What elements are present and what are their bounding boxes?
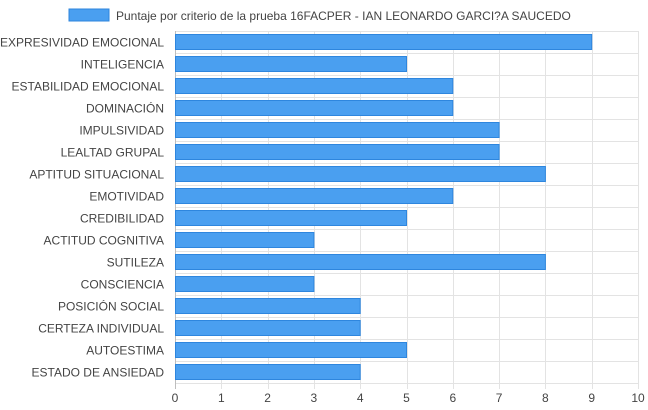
y-tick-label: LEALTAD GRUPAL	[61, 146, 165, 160]
bar	[175, 276, 315, 292]
y-tick-label: CREDIBILIDAD	[80, 212, 164, 226]
x-tick-label: 9	[588, 391, 595, 405]
bar	[175, 122, 500, 138]
y-tick-label: ESTABILIDAD EMOCIONAL	[12, 80, 165, 94]
bar	[175, 254, 546, 270]
y-tick-label: POSICIÓN SOCIAL	[58, 299, 164, 314]
y-tick-label: CONSCIENCIA	[81, 278, 164, 292]
bar	[175, 166, 546, 182]
y-tick-label: CERTEZA INDIVIDUAL	[38, 322, 164, 336]
y-tick-label: DOMINACIÓN	[86, 101, 164, 116]
bar	[175, 320, 361, 336]
x-tick-label: 3	[311, 391, 318, 405]
bar	[175, 144, 500, 160]
x-tick-label: 5	[403, 391, 410, 405]
bar	[175, 232, 315, 248]
y-tick-label: INTELIGENCIA	[81, 58, 164, 72]
legend-label: Puntaje por criterio de la prueba 16FACP…	[116, 9, 571, 23]
legend-swatch	[68, 8, 110, 22]
x-tick-label: 1	[218, 391, 225, 405]
x-tick-label: 2	[264, 391, 271, 405]
y-tick-label: EXPRESIVIDAD EMOCIONAL	[0, 36, 164, 50]
bar	[175, 364, 361, 380]
bar	[175, 342, 407, 358]
x-axis-labels: 0 1 2 3 4 5 6 7 8 9 10	[172, 391, 645, 405]
y-tick-label: SUTILEZA	[107, 256, 164, 270]
x-tick-label: 6	[449, 391, 456, 405]
x-tick-label: 0	[172, 391, 179, 405]
bar	[175, 298, 361, 314]
bars	[175, 34, 593, 380]
bar	[175, 56, 407, 72]
y-tick-label: ACTITUD COGNITIVA	[44, 234, 164, 248]
x-tick-label: 10	[631, 391, 645, 405]
legend: Puntaje por criterio de la prueba 16FACP…	[68, 8, 571, 23]
bar	[175, 34, 593, 50]
bar	[175, 188, 454, 204]
x-tick-label: 4	[357, 391, 364, 405]
y-tick-label: AUTOESTIMA	[86, 344, 164, 358]
bar	[175, 78, 454, 94]
x-tick-label: 8	[542, 391, 549, 405]
y-tick-label: IMPULSIVIDAD	[79, 124, 164, 138]
y-tick-label: ESTADO DE ANSIEDAD	[32, 366, 165, 380]
y-tick-label: APTITUD SITUACIONAL	[29, 168, 164, 182]
x-tick-label: 7	[496, 391, 503, 405]
bar	[175, 100, 454, 116]
y-tick-label: EMOTIVIDAD	[89, 190, 164, 204]
bar	[175, 210, 407, 226]
y-axis-labels: EXPRESIVIDAD EMOCIONAL INTELIGENCIA ESTABI…	[0, 36, 164, 380]
